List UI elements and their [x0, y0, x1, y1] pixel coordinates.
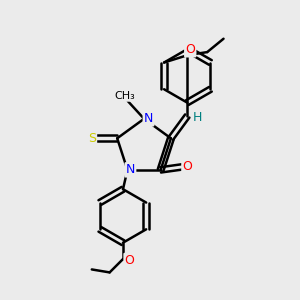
Text: O: O	[124, 254, 134, 267]
Text: H: H	[193, 111, 202, 124]
Text: O: O	[182, 160, 192, 173]
Text: O: O	[185, 43, 195, 56]
Text: CH₃: CH₃	[114, 91, 135, 100]
Text: N: N	[126, 164, 135, 176]
Text: N: N	[144, 112, 153, 125]
Text: S: S	[88, 132, 96, 145]
